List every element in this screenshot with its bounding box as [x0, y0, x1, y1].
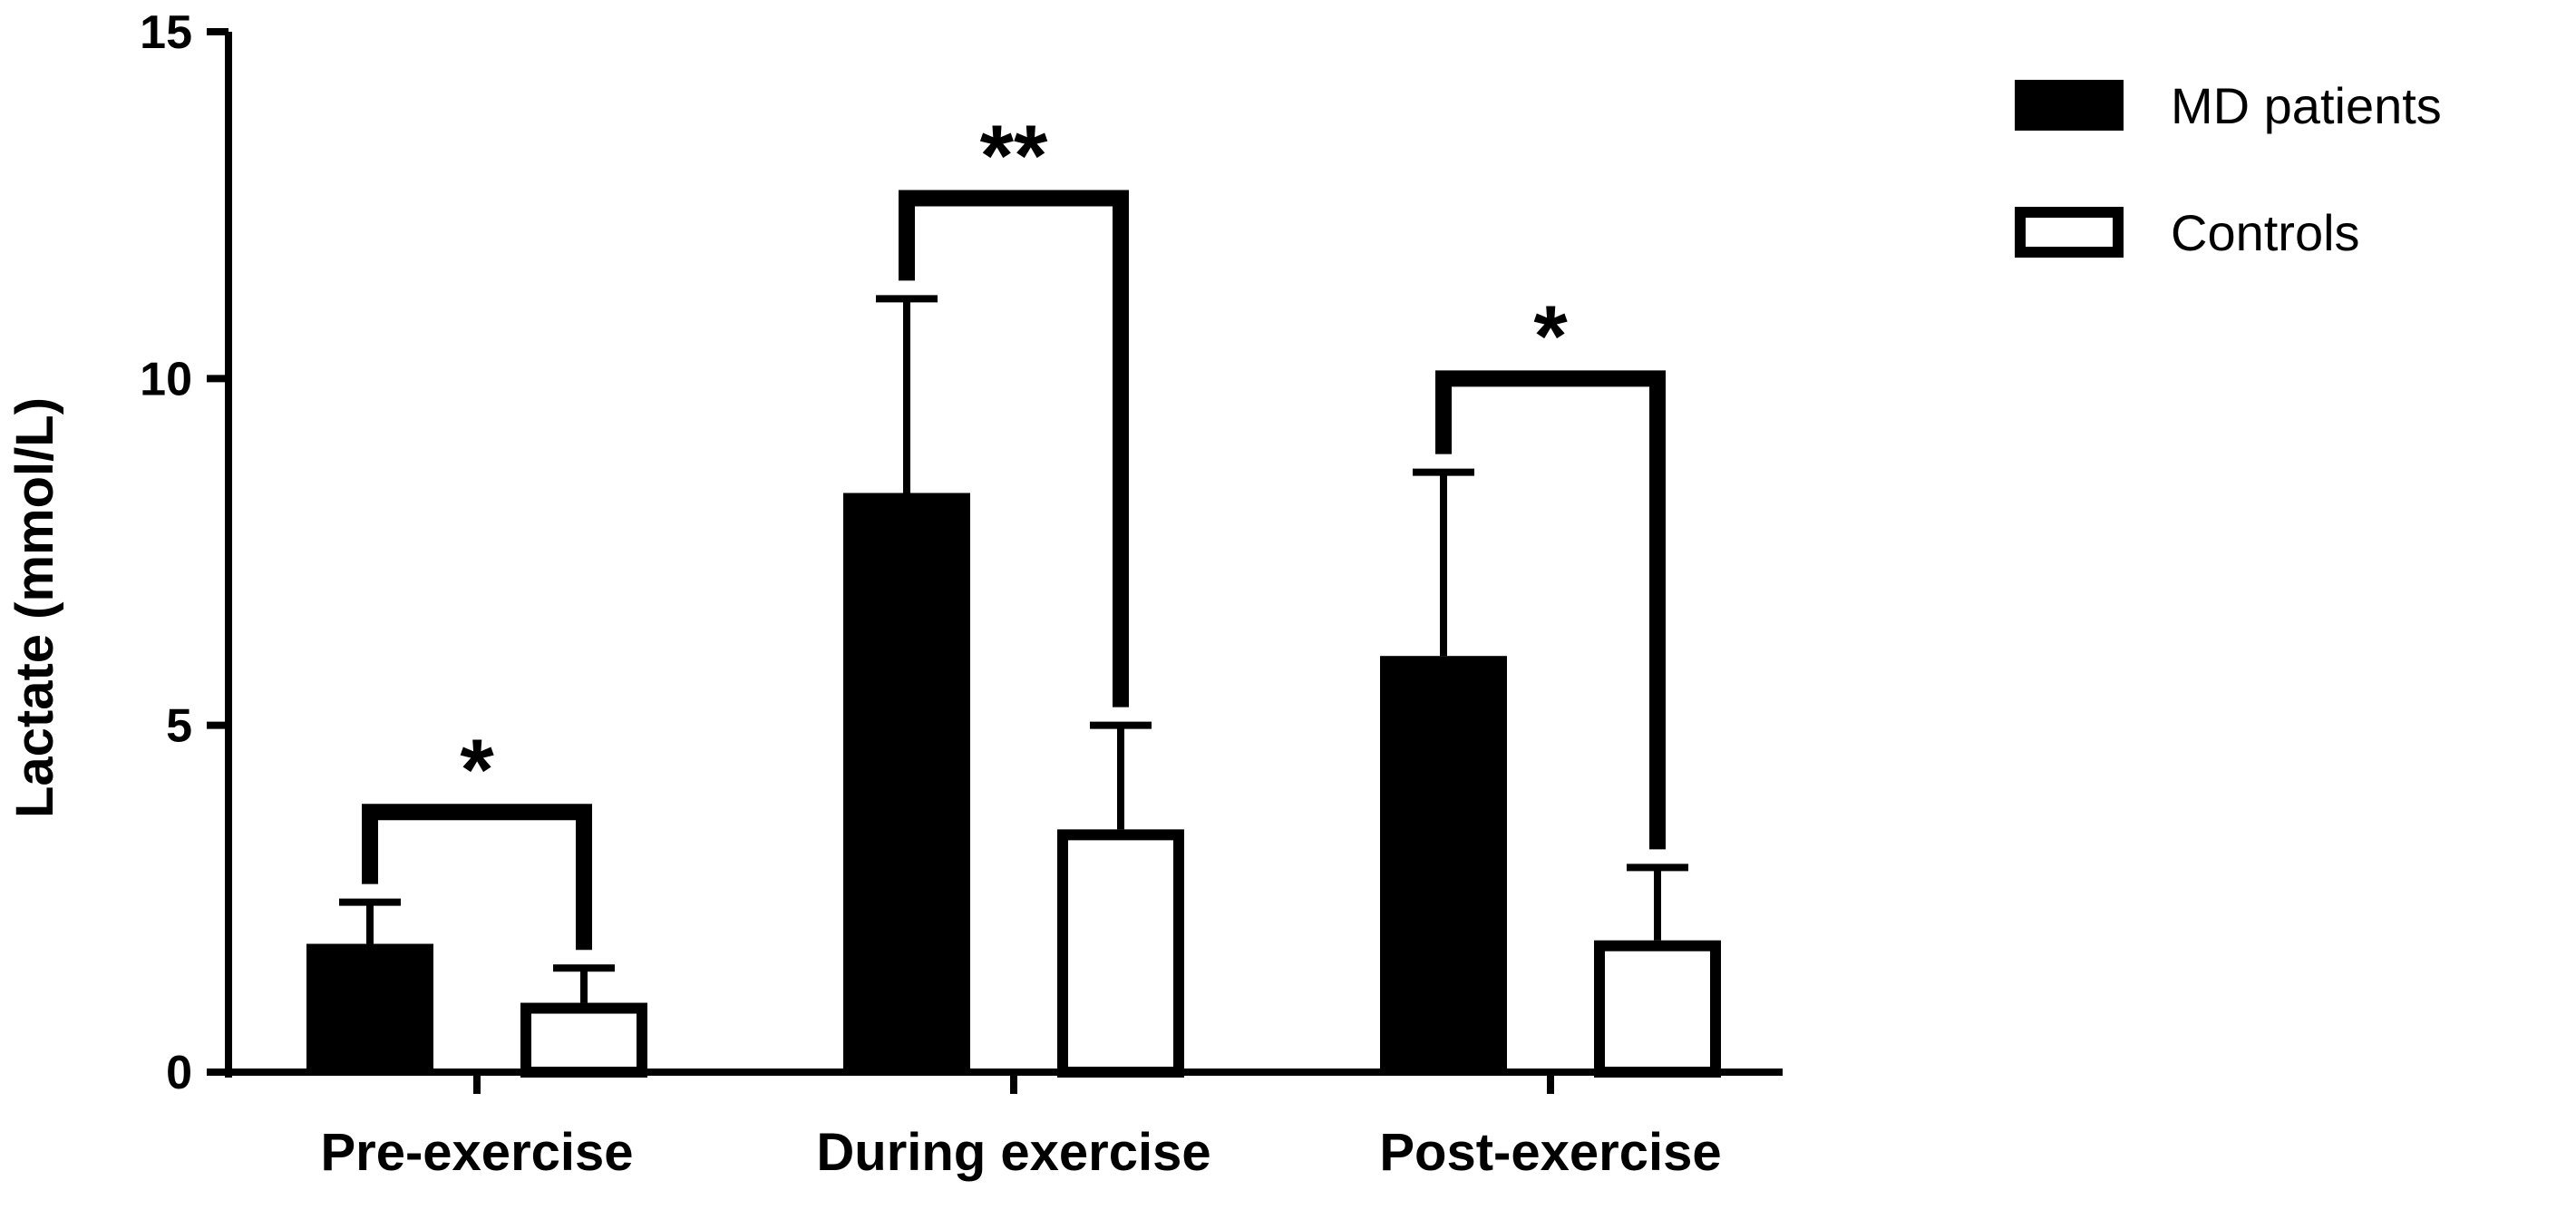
bar-controls — [1057, 829, 1184, 1078]
y-tick-label: 15 — [140, 6, 192, 59]
y-tick-label: 5 — [166, 700, 192, 753]
significance-bracket — [362, 804, 592, 951]
legend: MD patients Controls — [2015, 77, 2442, 261]
bar-md-patients — [1380, 656, 1507, 1072]
x-axis-ticks: Pre-exercise During exercise Post-exercise — [320, 1072, 1722, 1182]
significance-label: * — [1533, 288, 1568, 385]
significance-label: * — [460, 721, 494, 818]
x-category-label: During exercise — [816, 1123, 1210, 1182]
legend-swatch-md-patients — [2015, 80, 2124, 131]
significance-label: ** — [980, 108, 1048, 205]
bar-controls — [520, 1002, 647, 1078]
legend-label: MD patients — [2171, 77, 2442, 134]
y-tick-label: 0 — [166, 1047, 192, 1099]
bars — [306, 493, 1721, 1078]
significance-bracket — [1435, 370, 1666, 850]
significance-bracket — [899, 190, 1129, 707]
y-axis-ticks: 0 5 10 15 — [140, 6, 228, 1099]
x-category-label: Pre-exercise — [320, 1123, 633, 1182]
legend-label: Controls — [2171, 204, 2360, 261]
bar-md-patients — [843, 493, 970, 1072]
axes — [225, 32, 1783, 1078]
significance-brackets: **** — [362, 108, 1666, 951]
y-axis-title: Lactate (mmol/L) — [5, 397, 64, 818]
error-bars — [339, 295, 1688, 1003]
bar-controls — [1594, 940, 1721, 1078]
x-category-label: Post-exercise — [1379, 1123, 1721, 1182]
bar-md-patients — [306, 943, 433, 1072]
y-tick-label: 10 — [140, 353, 192, 405]
legend-swatch-controls — [2015, 207, 2124, 258]
